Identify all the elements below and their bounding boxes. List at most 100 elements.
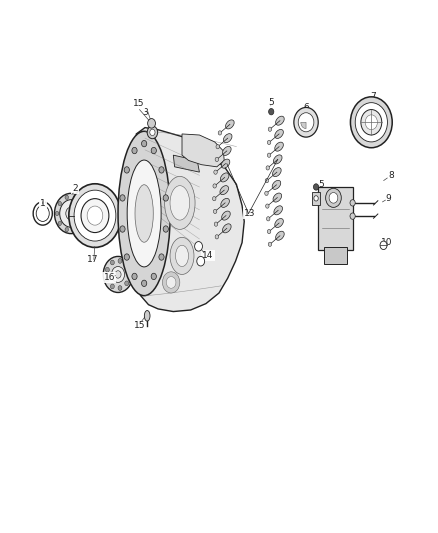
Ellipse shape — [223, 147, 231, 156]
Circle shape — [216, 144, 219, 149]
Ellipse shape — [145, 311, 150, 321]
Circle shape — [81, 201, 84, 206]
Circle shape — [54, 193, 88, 233]
Ellipse shape — [176, 245, 188, 266]
Ellipse shape — [276, 231, 284, 240]
Circle shape — [83, 212, 87, 216]
Circle shape — [314, 184, 319, 190]
Text: 6: 6 — [303, 103, 309, 112]
Text: 1: 1 — [40, 199, 46, 208]
Circle shape — [265, 191, 268, 196]
Circle shape — [120, 226, 125, 232]
Circle shape — [58, 221, 61, 225]
Ellipse shape — [166, 277, 176, 288]
Circle shape — [81, 199, 109, 232]
Circle shape — [361, 110, 382, 135]
Circle shape — [298, 113, 314, 132]
Text: 11: 11 — [341, 241, 352, 250]
Circle shape — [268, 109, 274, 115]
Circle shape — [69, 184, 121, 247]
Circle shape — [294, 108, 318, 137]
Ellipse shape — [223, 224, 231, 233]
Circle shape — [380, 241, 387, 249]
Circle shape — [218, 131, 222, 135]
Circle shape — [150, 129, 155, 135]
Circle shape — [266, 217, 270, 221]
Text: 13: 13 — [244, 209, 255, 218]
Circle shape — [55, 212, 59, 216]
Circle shape — [197, 256, 205, 266]
Circle shape — [267, 153, 271, 157]
Ellipse shape — [275, 130, 283, 139]
Ellipse shape — [118, 131, 170, 296]
Circle shape — [265, 204, 269, 208]
Text: 8: 8 — [388, 171, 394, 180]
Ellipse shape — [272, 180, 281, 189]
Circle shape — [194, 241, 202, 251]
Circle shape — [118, 286, 122, 290]
Circle shape — [314, 196, 318, 201]
Circle shape — [215, 157, 219, 161]
Circle shape — [103, 256, 133, 293]
Wedge shape — [301, 122, 306, 128]
Polygon shape — [182, 134, 224, 167]
Circle shape — [350, 200, 355, 206]
Ellipse shape — [223, 134, 232, 143]
Circle shape — [81, 221, 84, 225]
Circle shape — [112, 266, 124, 282]
Ellipse shape — [226, 120, 234, 129]
Text: 14: 14 — [202, 252, 214, 261]
Polygon shape — [173, 155, 199, 172]
Ellipse shape — [274, 206, 283, 215]
Ellipse shape — [162, 272, 180, 293]
Circle shape — [106, 268, 110, 272]
Circle shape — [159, 167, 164, 173]
Text: 5: 5 — [268, 98, 274, 107]
Circle shape — [87, 206, 103, 225]
Circle shape — [124, 167, 129, 173]
Circle shape — [120, 195, 125, 201]
Circle shape — [266, 166, 269, 170]
Circle shape — [355, 103, 388, 142]
Circle shape — [213, 209, 217, 214]
Text: 15: 15 — [134, 321, 145, 330]
Circle shape — [110, 284, 114, 289]
Circle shape — [214, 170, 217, 174]
Circle shape — [74, 190, 116, 241]
Circle shape — [115, 271, 121, 278]
Circle shape — [365, 115, 378, 130]
Circle shape — [265, 179, 268, 183]
Ellipse shape — [135, 185, 153, 242]
Circle shape — [268, 127, 272, 131]
Circle shape — [163, 195, 168, 201]
Circle shape — [147, 126, 158, 139]
Text: 7: 7 — [371, 92, 376, 101]
Circle shape — [132, 147, 137, 154]
Circle shape — [159, 254, 164, 260]
Circle shape — [151, 273, 156, 280]
Circle shape — [267, 229, 271, 233]
Circle shape — [329, 192, 338, 203]
Circle shape — [106, 277, 110, 281]
Circle shape — [148, 118, 155, 128]
Circle shape — [132, 273, 137, 280]
Circle shape — [124, 254, 129, 260]
Circle shape — [325, 188, 341, 207]
Text: 3: 3 — [142, 108, 148, 117]
Polygon shape — [131, 127, 244, 312]
Ellipse shape — [272, 167, 281, 176]
FancyBboxPatch shape — [318, 187, 353, 251]
Circle shape — [60, 200, 82, 227]
Circle shape — [125, 281, 129, 286]
Ellipse shape — [220, 185, 229, 195]
Circle shape — [212, 197, 216, 201]
Circle shape — [66, 207, 76, 220]
Ellipse shape — [170, 185, 190, 220]
Circle shape — [141, 280, 147, 287]
Circle shape — [65, 195, 68, 199]
Circle shape — [141, 140, 147, 147]
Circle shape — [214, 222, 218, 226]
Text: 10: 10 — [381, 238, 392, 247]
Ellipse shape — [273, 193, 282, 202]
FancyBboxPatch shape — [324, 247, 347, 264]
